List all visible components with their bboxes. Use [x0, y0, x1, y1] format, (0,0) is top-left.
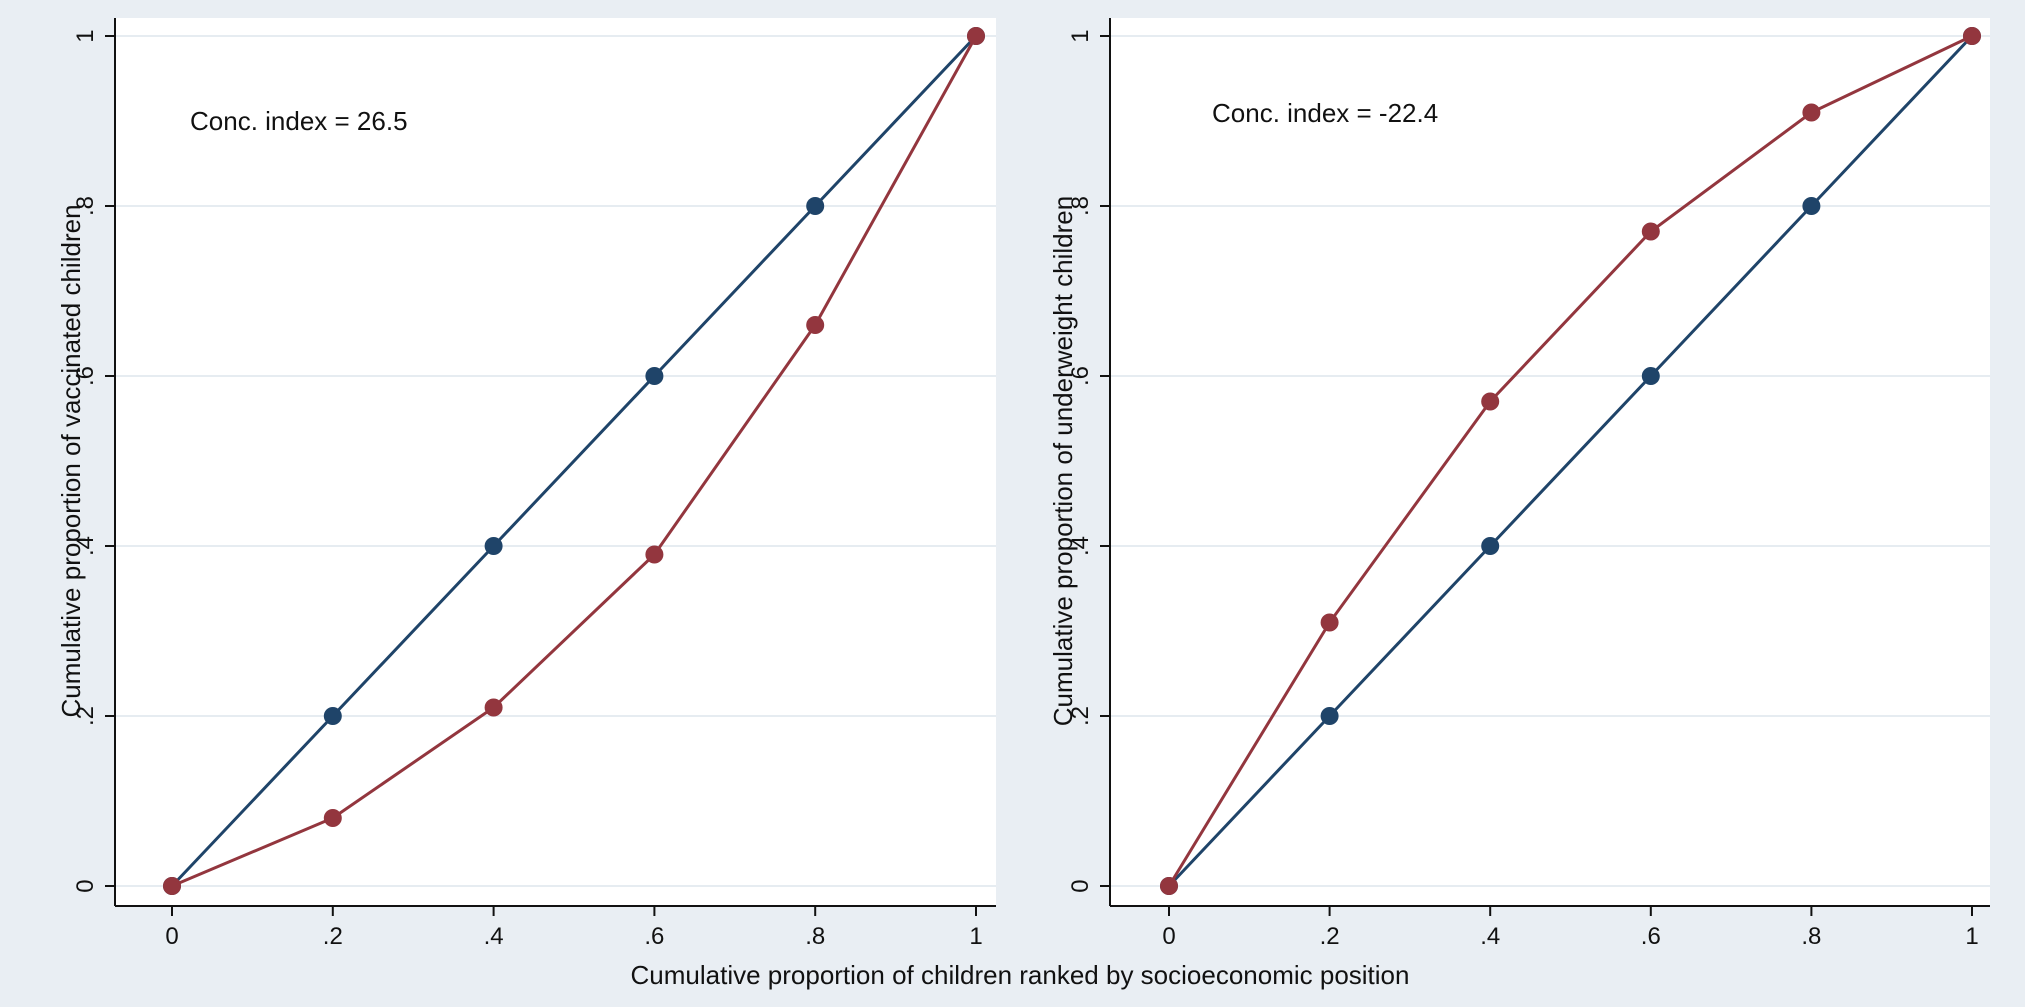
y-tick-label: .2 [72, 706, 99, 726]
shared-x-axis-label: Cumulative proportion of children ranked… [631, 960, 1410, 990]
x-tick-label: 1 [1965, 923, 1978, 950]
y-tick-label: .8 [1067, 196, 1094, 216]
x-tick-label: .4 [1480, 923, 1500, 950]
concentration-point [1641, 222, 1660, 241]
concentration-point [967, 27, 985, 45]
y-tick-label: .4 [72, 536, 99, 556]
x-tick-label: 1 [969, 923, 982, 950]
x-tick-label: .2 [323, 923, 343, 950]
equality-point [1320, 707, 1339, 725]
x-tick-label: .8 [805, 923, 825, 950]
y-tick-label: 0 [72, 879, 99, 892]
equality-point [1481, 537, 1500, 555]
concentration-curve [1167, 34, 1973, 887]
y-tick-label: .8 [72, 196, 99, 216]
y-tick-label: .6 [1067, 366, 1094, 386]
equality-point [645, 367, 664, 385]
chart-panel-1: 0 .2 .4 .6 .8 1 0 .2 .4 .6 .8 1 Cumulative proportio… [56, 18, 996, 950]
y-tick-label: 0 [1067, 879, 1094, 892]
concentration-point [1802, 103, 1821, 122]
y-axis-label: Cumulative proportion of underweight chi… [1048, 196, 1078, 726]
equality-line [170, 34, 978, 888]
concentration-point [1160, 877, 1178, 895]
concentration-point [1963, 27, 1981, 45]
x-tick-label: .2 [1320, 923, 1340, 950]
y-tick-label: .4 [1067, 536, 1094, 556]
chart-panel-2: 0 .2 .4 .6 .8 1 0 .2 .4 .6 .8 1 Cumulative proportio… [1048, 18, 1990, 950]
equality-point [1641, 367, 1660, 385]
x-tick-label: 0 [165, 923, 178, 950]
x-tick-label: .8 [1801, 923, 1821, 950]
concentration-index-annotation: Conc. index = 26.5 [190, 106, 408, 136]
equality-point [323, 707, 342, 725]
x-tick-label: .4 [484, 923, 504, 950]
y-tick-label: 1 [72, 29, 99, 42]
concentration-point [323, 809, 342, 827]
concentration-point [645, 545, 664, 564]
equality-point [806, 197, 825, 215]
concentration-curve [171, 35, 978, 888]
equality-point [484, 537, 503, 555]
concentration-point [1481, 392, 1500, 411]
x-tick-label: 0 [1162, 923, 1175, 950]
x-tick-label: .6 [1641, 923, 1661, 950]
chart-panels: 0 .2 .4 .6 .8 1 0 .2 .4 .6 .8 1 Cumulative proportio… [56, 18, 1990, 950]
y-tick-label: .6 [72, 366, 99, 386]
concentration-index-annotation: Conc. index = -22.4 [1212, 98, 1438, 128]
y-axis-label: Cumulative proportion of vaccinated chil… [56, 204, 86, 717]
concentration-point [806, 316, 825, 334]
equality-line [1167, 34, 1974, 888]
y-tick-label: .2 [1067, 706, 1094, 726]
equality-point [1802, 197, 1821, 215]
concentration-point [163, 877, 181, 895]
x-tick-label: .6 [644, 923, 664, 950]
concentration-point [1320, 613, 1339, 632]
plot-area [1110, 18, 1990, 906]
concentration-point [484, 698, 503, 717]
plot-area [115, 18, 996, 906]
y-tick-label: 1 [1067, 29, 1094, 42]
